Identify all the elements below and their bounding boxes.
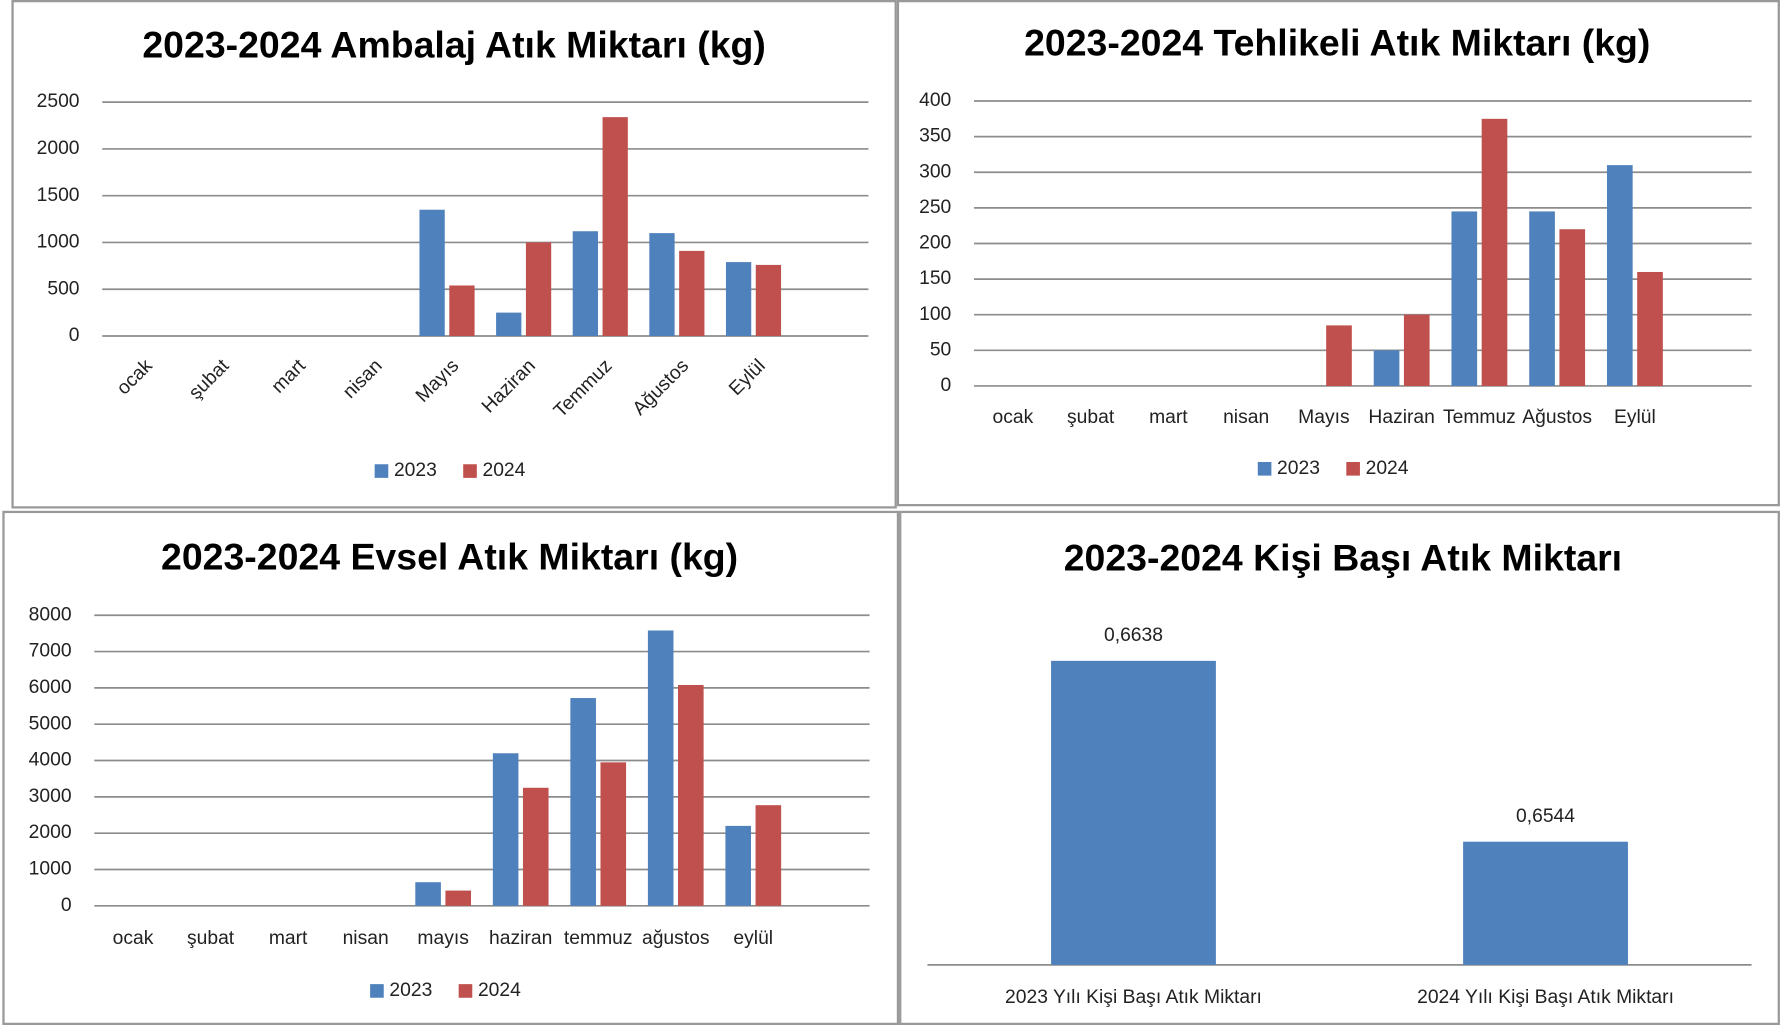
bar <box>678 684 704 906</box>
bar <box>1373 350 1400 386</box>
legend-swatch <box>458 984 473 998</box>
y-tick-label: 50 <box>930 339 951 360</box>
x-tick-label: mayıs <box>417 928 468 949</box>
bar <box>1637 271 1663 386</box>
x-tick-label: ocak <box>113 928 154 949</box>
chart-title: 2023-2024 Kişi Başı Atık Miktarı <box>1064 537 1622 579</box>
x-tick-label: mart <box>269 928 308 949</box>
legend-label: 2023 <box>1277 458 1320 479</box>
y-tick-label: 0 <box>69 325 80 346</box>
x-tick-label: eylül <box>733 928 773 949</box>
bar <box>1051 660 1216 965</box>
x-tick-label: nisan <box>343 928 389 949</box>
x-tick-label: ağustos <box>642 928 710 949</box>
bar <box>570 698 596 906</box>
legend-label: 2023 <box>394 460 437 481</box>
bar <box>1403 314 1430 386</box>
value-label: 0,6638 <box>1104 625 1163 646</box>
x-tick-label: şubat <box>1067 407 1115 428</box>
y-tick-label: 250 <box>919 197 951 218</box>
y-tick-label: 1500 <box>37 185 80 206</box>
panel <box>896 0 1780 507</box>
y-tick-label: 200 <box>919 233 951 254</box>
chart-title: 2023-2024 Ambalaj Atık Miktarı (kg) <box>142 24 766 66</box>
bar <box>602 117 628 336</box>
y-tick-label: 0 <box>941 375 952 396</box>
bar <box>679 250 705 336</box>
bar <box>525 242 552 336</box>
y-tick-label: 100 <box>919 304 951 325</box>
bar <box>1326 325 1352 386</box>
y-tick-label: 400 <box>919 90 951 111</box>
legend-swatch <box>1346 461 1360 476</box>
bar <box>647 630 674 906</box>
bar <box>1559 229 1586 386</box>
bar <box>600 762 627 906</box>
x-tick-label: mart <box>1149 407 1188 428</box>
bar <box>415 882 441 906</box>
y-tick-label: 150 <box>919 268 951 289</box>
panel <box>11 0 897 509</box>
y-tick-label: 3000 <box>29 786 72 807</box>
y-tick-label: 2000 <box>37 138 80 159</box>
y-tick-label: 0 <box>61 895 72 916</box>
y-tick-label: 2000 <box>29 822 72 843</box>
legend-swatch <box>1257 461 1272 476</box>
bar <box>492 753 519 906</box>
x-tick-label: 2024 Yılı Kişi Başı Atık Miktarı <box>1417 987 1674 1008</box>
y-tick-label: 8000 <box>29 604 72 625</box>
legend-swatch <box>374 464 389 478</box>
bar <box>496 312 522 336</box>
bar <box>649 233 675 336</box>
y-tick-label: 4000 <box>29 750 72 771</box>
y-tick-label: 300 <box>919 161 951 182</box>
y-tick-label: 1000 <box>29 859 72 880</box>
bar <box>725 262 752 336</box>
y-tick-label: 350 <box>919 126 951 147</box>
y-tick-label: 500 <box>47 278 79 299</box>
x-tick-label: ocak <box>993 407 1034 428</box>
bar <box>1606 165 1633 386</box>
x-tick-label: Temmuz <box>1443 407 1516 428</box>
panel <box>899 510 1780 1025</box>
y-tick-label: 2500 <box>37 91 80 112</box>
bar <box>755 264 782 336</box>
bar <box>419 209 445 336</box>
legend-label: 2024 <box>482 460 525 481</box>
legend-label: 2024 <box>478 980 521 1001</box>
bar <box>572 231 598 336</box>
legend-label: 2023 <box>389 980 432 1001</box>
legend-swatch <box>463 464 477 478</box>
bar <box>445 890 472 906</box>
bar <box>725 825 752 906</box>
x-tick-label: Eylül <box>1614 407 1656 428</box>
y-tick-label: 7000 <box>29 641 72 662</box>
bar <box>1481 118 1508 386</box>
x-tick-label: Haziran <box>1368 407 1434 428</box>
legend-label: 2024 <box>1366 458 1409 479</box>
x-tick-label: haziran <box>489 928 552 949</box>
bar <box>755 805 782 906</box>
legend-swatch <box>370 984 384 998</box>
y-tick-label: 6000 <box>29 677 72 698</box>
x-tick-label: nisan <box>1223 407 1269 428</box>
chart-title: 2023-2024 Tehlikeli Atık Miktarı (kg) <box>1024 21 1650 63</box>
bar <box>522 787 549 906</box>
chart-title: 2023-2024 Evsel Atık Miktarı (kg) <box>161 535 738 577</box>
y-tick-label: 1000 <box>37 232 80 253</box>
y-tick-label: 5000 <box>29 713 72 734</box>
x-tick-label: şubat <box>187 928 235 949</box>
value-label: 0,6544 <box>1516 806 1575 827</box>
x-tick-label: Mayıs <box>1298 407 1349 428</box>
x-tick-label: 2023 Yılı Kişi Başı Atık Miktarı <box>1005 987 1262 1008</box>
bar <box>1529 211 1555 386</box>
bar <box>449 285 475 336</box>
panel <box>2 510 900 1025</box>
bar <box>1451 211 1478 386</box>
bar <box>1463 841 1628 965</box>
x-tick-label: Ağustos <box>1522 407 1592 428</box>
x-tick-label: temmuz <box>564 928 633 949</box>
